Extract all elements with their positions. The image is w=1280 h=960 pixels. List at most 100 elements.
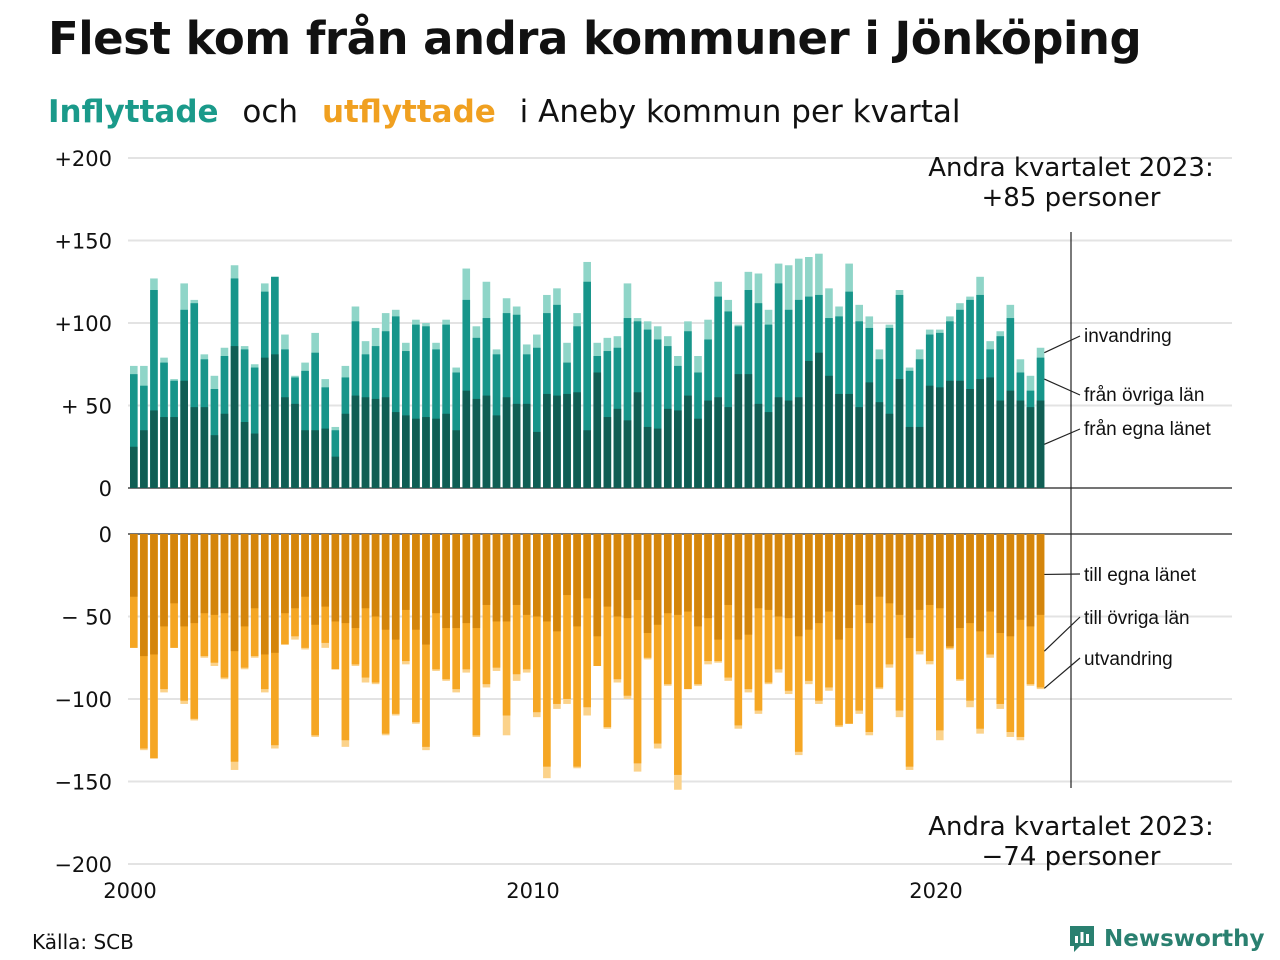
bar-outflow-lan: [1006, 534, 1015, 637]
y-tick-label-bottom: −200: [54, 853, 112, 877]
bar-outflow-lan: [543, 534, 551, 622]
bar-inflow-lan: [613, 408, 622, 488]
bar-inflow-lan: [815, 352, 823, 488]
bar-outflow-ovriga: [603, 534, 612, 728]
bar-outflow-lan: [663, 534, 672, 614]
bar-outflow-lan: [855, 534, 863, 605]
bar-outflow-lan: [603, 534, 612, 607]
bar-outflow-lan: [311, 534, 319, 625]
bar-outflow-lan: [563, 534, 571, 596]
bar-inflow-lan: [805, 360, 813, 488]
bar-outflow-lan: [1026, 534, 1035, 627]
subtitle-inflow-word: Inflyttade: [48, 94, 219, 130]
leader-line: [1044, 428, 1081, 445]
bar-inflow-lan: [412, 418, 420, 488]
bar-outflow-lan: [371, 534, 380, 617]
bar-outflow-lan: [674, 534, 682, 615]
bar-inflow-ovriga: [623, 318, 632, 488]
bar-outflow-lan: [815, 534, 823, 624]
bar-inflow-lan: [996, 400, 1005, 488]
bar-inflow-lan: [1036, 400, 1045, 488]
bar-inflow-lan: [301, 430, 309, 488]
bar-inflow-lan: [845, 393, 853, 488]
bar-inflow-lan: [754, 403, 763, 488]
bar-inflow-ovriga: [391, 316, 400, 488]
bar-outflow-ovriga: [865, 534, 874, 732]
bar-inflow-lan: [714, 397, 722, 488]
bar-outflow-lan: [643, 534, 652, 633]
bar-outflow-lan: [754, 534, 763, 609]
bar-inflow-ovriga: [190, 303, 199, 488]
label-invandring: invandring: [1084, 326, 1172, 347]
bar-inflow-ovriga: [855, 321, 863, 488]
bar-inflow-lan: [744, 374, 753, 488]
bar-outflow-lan: [895, 534, 904, 615]
bar-outflow-lan: [764, 534, 773, 610]
bar-inflow-lan: [341, 413, 350, 488]
bar-inflow-lan: [986, 377, 994, 488]
bar-outflow-lan: [331, 534, 340, 622]
bar-inflow-ovriga: [915, 359, 924, 488]
bar-inflow-ovriga: [653, 339, 662, 488]
bar-outflow-lan: [462, 534, 471, 624]
y-tick-label-bottom: − 50: [61, 606, 112, 630]
brand-name: Newsworthy: [1104, 926, 1265, 952]
bar-outflow-lan: [200, 534, 209, 614]
bar-outflow-lan: [351, 534, 360, 629]
bar-outflow-lan: [260, 534, 269, 655]
bar-outflow-ovriga: [543, 534, 551, 767]
bar-inflow-lan: [915, 426, 924, 488]
bar-inflow-ovriga: [845, 291, 853, 488]
bar-outflow-ovriga: [724, 534, 733, 678]
bar-outflow-lan: [412, 534, 420, 630]
y-tick-label-top: + 50: [61, 395, 112, 419]
bar-outflow-ovriga: [936, 534, 944, 731]
bar-inflow-lan: [391, 412, 400, 488]
bar-outflow-ovriga: [653, 534, 662, 744]
bar-outflow-lan: [774, 534, 783, 617]
bar-inflow-lan: [260, 357, 269, 488]
bar-inflow-ovriga: [412, 324, 420, 488]
bar-outflow-lan: [925, 534, 934, 605]
bar-inflow-lan: [130, 446, 138, 488]
bar-outflow-ovriga: [311, 534, 319, 736]
bar-outflow-lan: [472, 534, 481, 629]
bar-inflow-lan: [925, 385, 934, 488]
bar-inflow-lan: [633, 392, 642, 488]
bar-inflow-ovriga: [250, 367, 259, 488]
y-tick-label-top: +200: [54, 147, 112, 171]
bar-outflow-ovriga: [875, 534, 884, 688]
bar-outflow-ovriga: [472, 534, 481, 736]
x-tick-label: 2000: [103, 879, 156, 903]
bar-inflow-lan: [674, 410, 682, 488]
bar-outflow-lan: [321, 534, 330, 607]
annotation-top-line1: Andra kvartalet 2023:: [928, 153, 1213, 183]
bar-inflow-lan: [643, 426, 652, 488]
bar-inflow-ovriga: [754, 303, 763, 488]
bar-outflow-ovriga: [633, 534, 642, 764]
bar-inflow-ovriga: [150, 290, 158, 488]
bar-outflow-lan: [996, 534, 1005, 633]
label-till-ovriga: till övriga län: [1084, 608, 1190, 629]
bar-outflow-lan: [905, 534, 914, 638]
bar-inflow-lan: [573, 392, 581, 488]
bar-inflow-lan: [825, 375, 833, 488]
bar-inflow-lan: [895, 379, 904, 488]
bar-inflow-ovriga: [422, 326, 430, 488]
bar-inflow-lan: [835, 393, 843, 488]
bar-outflow-lan: [220, 534, 229, 614]
bar-inflow-lan: [361, 397, 370, 488]
bar-outflow-lan: [230, 534, 239, 652]
bar-inflow-lan: [956, 380, 964, 488]
bar-inflow-lan: [875, 402, 884, 488]
leader-line: [1043, 616, 1081, 652]
bar-inflow-lan: [331, 456, 340, 488]
y-tick-label-bottom: 0: [99, 523, 112, 547]
bar-inflow-ovriga: [583, 281, 591, 488]
bar-inflow-ovriga: [794, 299, 803, 488]
bar-inflow-lan: [351, 395, 360, 488]
bar-outflow-ovriga: [754, 534, 763, 711]
bar-outflow-ovriga: [905, 534, 914, 767]
bar-outflow-lan: [291, 534, 299, 609]
